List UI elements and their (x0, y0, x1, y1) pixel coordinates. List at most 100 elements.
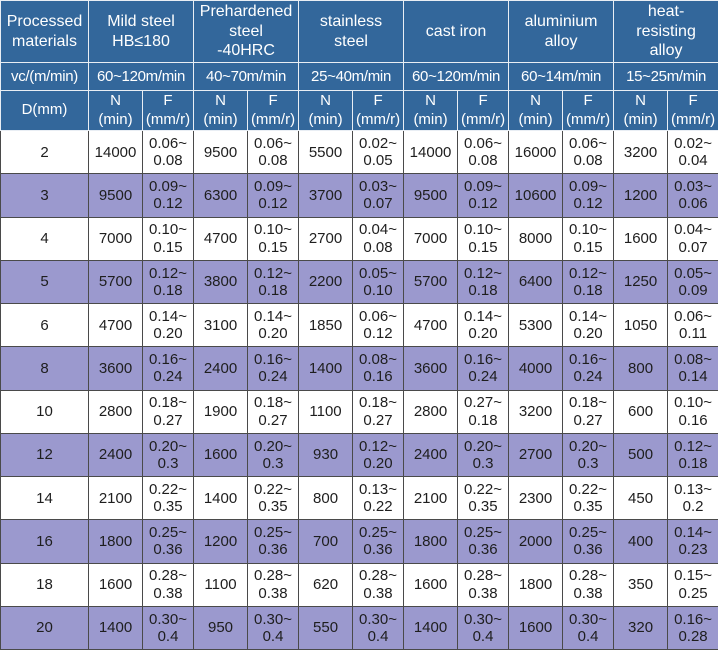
f-value: 0.15~ 0.25 (667, 562, 718, 607)
n-value: 5700 (88, 259, 143, 305)
n-value: 6300 (193, 173, 249, 218)
f-value: 0.12~ 0.18 (247, 259, 300, 305)
n-value: 7000 (403, 216, 459, 261)
f-value: 0.20~ 0.3 (141, 432, 195, 478)
n-value: 3200 (508, 389, 564, 434)
n-value: 6400 (508, 259, 564, 305)
f-value: 0.22~ 0.35 (141, 475, 195, 521)
f-value: 0.05~ 0.09 (667, 259, 718, 305)
n-value: 1600 (508, 605, 564, 650)
table-row: 8 3600 0.16~ 0.24 2400 0.16~ 0.24 1400 0.08~ 0… (0, 346, 718, 391)
table-row: 12 2400 0.20~ 0.3 1600 0.20~ 0.3 930 0.12~ 0.2… (0, 432, 718, 478)
materials-header-row: Processed materials Mild steel HB≤180 Pr… (0, 0, 718, 63)
n-value: 3100 (193, 302, 249, 348)
material-header-cast-iron: cast iron (403, 0, 510, 63)
n-value: 1850 (298, 302, 354, 348)
f-value: 0.30~ 0.4 (457, 605, 510, 650)
table-row: 3 9500 0.09~ 0.12 6300 0.09~ 0.12 3700 0.03~ 0… (0, 173, 718, 218)
d-value: 20 (0, 605, 89, 650)
n-value: 1400 (403, 605, 459, 650)
f-value: 0.04~ 0.07 (667, 216, 718, 261)
vc-row-label: vc/(m/min) (0, 62, 89, 91)
f-value: 0.10~ 0.15 (141, 216, 195, 261)
f-value: 0.06~ 0.08 (562, 129, 615, 175)
f-value: 0.03~ 0.06 (667, 173, 718, 218)
n-header-cell: N (min) (613, 90, 669, 131)
f-header-cell: F (mm/r) (457, 90, 510, 131)
n-value: 9500 (403, 173, 459, 218)
n-value: 1600 (613, 216, 669, 261)
f-value: 0.08~ 0.14 (667, 346, 718, 391)
f-value: 0.06~ 0.12 (352, 302, 405, 348)
f-value: 0.02~ 0.04 (667, 129, 718, 175)
f-value: 0.16~ 0.24 (141, 346, 195, 391)
f-value: 0.13~ 0.2 (667, 475, 718, 521)
f-value: 0.20~ 0.3 (247, 432, 300, 478)
f-value: 0.30~ 0.4 (352, 605, 405, 650)
n-value: 2700 (298, 216, 354, 261)
n-value: 4700 (88, 302, 143, 348)
f-value: 0.20~ 0.3 (457, 432, 510, 478)
n-value: 1400 (298, 346, 354, 391)
f-value: 0.10~ 0.15 (247, 216, 300, 261)
nf-header-row: D(mm) N (min) F (mm/r) N (min) F (mm/r) … (0, 90, 718, 131)
n-value: 5700 (403, 259, 459, 305)
f-value: 0.22~ 0.35 (247, 475, 300, 521)
f-value: 0.12~ 0.20 (352, 432, 405, 478)
f-value: 0.09~ 0.12 (562, 173, 615, 218)
f-header-cell: F (mm/r) (247, 90, 300, 131)
material-header-stainless-steel: stainless steel (298, 0, 405, 63)
f-value: 0.25~ 0.36 (141, 519, 195, 564)
n-value: 2400 (193, 346, 249, 391)
n-header-cell: N (min) (88, 90, 143, 131)
d-row-label: D(mm) (0, 90, 89, 131)
n-value: 3600 (403, 346, 459, 391)
cutting-speed-header-row: vc/(m/min) 60~120m/min 40~70m/min 25~40m… (0, 62, 718, 91)
f-value: 0.10~ 0.15 (457, 216, 510, 261)
n-value: 10600 (508, 173, 564, 218)
f-value: 0.25~ 0.36 (247, 519, 300, 564)
n-value: 550 (298, 605, 354, 650)
f-value: 0.06~ 0.08 (247, 129, 300, 175)
f-value: 0.14~ 0.20 (247, 302, 300, 348)
f-header-cell: F (mm/r) (667, 90, 718, 131)
n-header-cell: N (min) (298, 90, 354, 131)
n-value: 4000 (508, 346, 564, 391)
f-value: 0.05~ 0.10 (352, 259, 405, 305)
d-value: 10 (0, 389, 89, 434)
f-value: 0.08~ 0.16 (352, 346, 405, 391)
f-value: 0.20~ 0.3 (562, 432, 615, 478)
vc-value-prehardened-steel: 40~70m/min (193, 62, 300, 91)
n-value: 1250 (613, 259, 669, 305)
f-value: 0.28~ 0.38 (141, 562, 195, 607)
f-value: 0.12~ 0.18 (562, 259, 615, 305)
material-header-heat-resisting-alloy: heat- resisting alloy (613, 0, 718, 63)
table-row: 6 4700 0.14~ 0.20 3100 0.14~ 0.20 1850 0.06~ 0… (0, 302, 718, 348)
material-header-prehardened-steel: Prehardened steel -40HRC (193, 0, 300, 63)
d-value: 12 (0, 432, 89, 478)
n-header-cell: N (min) (403, 90, 459, 131)
f-value: 0.22~ 0.35 (562, 475, 615, 521)
d-value: 16 (0, 519, 89, 564)
n-value: 1800 (508, 562, 564, 607)
d-value: 14 (0, 475, 89, 521)
f-value: 0.09~ 0.12 (457, 173, 510, 218)
f-value: 0.09~ 0.12 (247, 173, 300, 218)
vc-value-aluminium-alloy: 60~14m/min (508, 62, 615, 91)
material-header-aluminium-alloy: aluminium alloy (508, 0, 615, 63)
n-header-cell: N (min) (508, 90, 564, 131)
n-value: 7000 (88, 216, 143, 261)
n-value: 5300 (508, 302, 564, 348)
vc-value-stainless-steel: 25~40m/min (298, 62, 405, 91)
n-value: 1050 (613, 302, 669, 348)
f-header-cell: F (mm/r) (141, 90, 195, 131)
n-value: 2800 (403, 389, 459, 434)
f-value: 0.30~ 0.4 (141, 605, 195, 650)
n-value: 800 (613, 346, 669, 391)
d-value: 4 (0, 216, 89, 261)
f-value: 0.10~ 0.16 (667, 389, 718, 434)
n-value: 1800 (88, 519, 143, 564)
d-value: 5 (0, 259, 89, 305)
table-body: 2 14000 0.06~ 0.08 9500 0.06~ 0.08 5500 0.02~ … (0, 129, 718, 650)
